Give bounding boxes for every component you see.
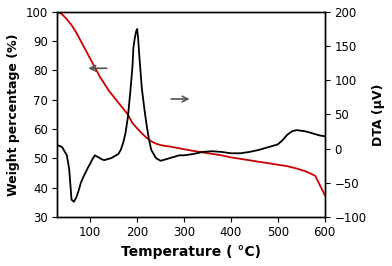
X-axis label: Temperature ( °C): Temperature ( °C) [121, 245, 261, 259]
Y-axis label: DTA (μV): DTA (μV) [372, 83, 385, 146]
Y-axis label: Weight percentage (%): Weight percentage (%) [7, 33, 20, 196]
